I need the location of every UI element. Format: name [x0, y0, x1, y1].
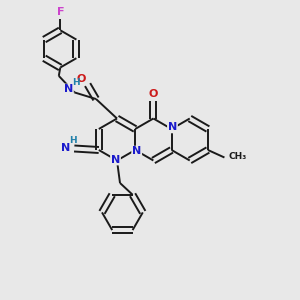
Text: O: O — [77, 74, 86, 84]
Text: H: H — [72, 78, 80, 87]
Text: H: H — [70, 136, 77, 145]
Text: F: F — [57, 7, 64, 17]
Text: O: O — [149, 88, 158, 99]
Text: N: N — [111, 154, 120, 165]
Text: N: N — [64, 84, 73, 94]
Text: CH₃: CH₃ — [228, 152, 246, 161]
Text: N: N — [61, 142, 70, 153]
Text: N: N — [168, 122, 177, 133]
Text: N: N — [132, 146, 141, 157]
